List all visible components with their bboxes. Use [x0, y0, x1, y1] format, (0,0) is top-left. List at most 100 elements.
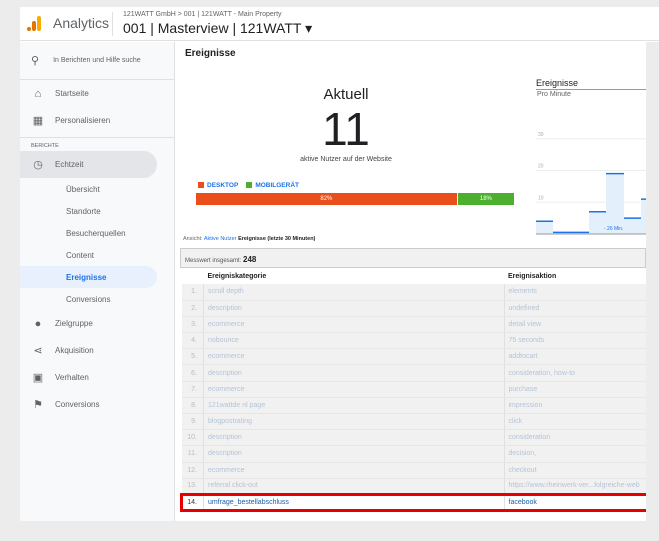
event-category[interactable]: description: [203, 364, 504, 382]
view-active-users-link[interactable]: Aktive Nutzer: [203, 236, 237, 242]
acquisition-icon: ⋖: [33, 345, 43, 357]
table-row[interactable]: 9. blogpostrating click: [181, 413, 646, 431]
table-row[interactable]: 8. 121wattde nl page impression: [181, 397, 646, 415]
column-header-category[interactable]: Ereigniskategorie: [203, 268, 504, 284]
header: Analytics 121WATT GmbH > 001 | 121WATT -…: [20, 7, 659, 41]
event-category[interactable]: ecommerce: [203, 348, 504, 366]
sidebar-item-personalisieren[interactable]: ▦ Personalisieren: [20, 107, 174, 134]
sidebar-subitem-standorte[interactable]: Standorte: [66, 206, 101, 216]
event-action[interactable]: addtocart: [503, 348, 646, 366]
sidebar-item-zielgruppe[interactable]: ● Zielgruppe: [20, 310, 174, 337]
sidebar-subitem-content[interactable]: Content: [66, 250, 95, 260]
table-row[interactable]: 14. umfrage_bestellabschluss facebook: [180, 492, 646, 513]
event-action[interactable]: checkout: [503, 462, 646, 479]
chart-title: Ereignisse: [536, 78, 646, 90]
row-index: 8.: [181, 397, 204, 415]
event-category[interactable]: description: [203, 445, 504, 463]
sidebar-item-conversions[interactable]: ⚑ Conversions: [20, 391, 174, 418]
legend-desktop[interactable]: DESKTOP: [198, 182, 238, 189]
event-action[interactable]: elements: [503, 284, 646, 301]
legend-mobile[interactable]: MOBILGERÄT: [246, 182, 299, 189]
main-content: Ereignisse Aktuell 11 aktive Nutzer auf …: [176, 42, 646, 521]
sidebar-item-startseite[interactable]: ⌂ Startseite: [20, 80, 174, 107]
table-row[interactable]: 2. description undefined: [181, 300, 646, 317]
event-action[interactable]: undefined: [503, 300, 646, 317]
sidebar-item-echtzeit[interactable]: ◷ Echtzeit: [20, 151, 157, 178]
table-row[interactable]: 11. description decision,: [181, 445, 646, 463]
y-tick-label: 20: [538, 164, 544, 170]
event-category[interactable]: blogpostrating: [203, 413, 504, 431]
table-row[interactable]: 3. ecommerce detail view: [181, 316, 646, 334]
event-category[interactable]: umfrage_bestellabschluss: [203, 492, 504, 513]
flag-icon: ⚑: [33, 399, 43, 411]
event-category[interactable]: nobounce: [203, 332, 504, 350]
table-row[interactable]: 13. referral click-out https://www.rheinwe…: [181, 478, 646, 495]
window-icon: ▣: [32, 372, 44, 384]
sidebar: ⚲ In Berichten und Hilfe suche ⌂ Startseit…: [20, 42, 175, 521]
device-share-bar: 82% 18%: [196, 193, 514, 205]
row-index: 11.: [181, 445, 204, 463]
event-category[interactable]: 121wattde nl page: [203, 397, 504, 415]
table-row[interactable]: 10. description consideration: [181, 429, 646, 447]
event-action[interactable]: impression: [503, 397, 646, 415]
event-category[interactable]: description: [203, 429, 504, 447]
view-selector[interactable]: 001 | Masterview | 121WATT ▾: [123, 20, 313, 36]
event-action[interactable]: detail view: [503, 316, 646, 334]
analytics-app: Analytics 121WATT GmbH > 001 | 121WATT -…: [20, 7, 659, 521]
event-category[interactable]: referral click-out: [203, 478, 504, 495]
total-label: Messwert insgesamt:: [185, 258, 242, 264]
event-action[interactable]: click: [503, 413, 646, 431]
dashboard-add-icon: ▦: [32, 115, 44, 127]
sidebar-item-akquisition[interactable]: ⋖ Akquisition: [20, 337, 174, 364]
section-label: BERICHTE: [20, 137, 174, 151]
legend-label: MOBILGERÄT: [255, 182, 300, 189]
row-index: 14.: [180, 492, 204, 513]
event-category[interactable]: ecommerce: [203, 381, 504, 398]
column-header-action[interactable]: Ereignisaktion: [504, 268, 646, 284]
sidebar-item-verhalten[interactable]: ▣ Verhalten: [20, 364, 174, 391]
table-row[interactable]: 12. ecommerce checkout: [181, 462, 646, 479]
table-row[interactable]: 1. scroll depth elements: [181, 284, 646, 301]
event-action[interactable]: facebook: [503, 492, 646, 513]
event-action[interactable]: purchase: [503, 381, 646, 398]
page-title: Ereignisse: [185, 48, 236, 59]
event-action[interactable]: https://www.rheinwerk-ver...folgreiche-w…: [503, 478, 646, 495]
table-row[interactable]: 5. ecommerce addtocart: [181, 348, 646, 366]
sidebar-subitem-ereignisse[interactable]: Ereignisse: [20, 266, 157, 288]
active-users-caption: aktive Nutzer auf der Website: [300, 156, 392, 163]
event-action[interactable]: decision,: [503, 445, 646, 463]
clock-icon: ◷: [33, 159, 43, 171]
breadcrumb[interactable]: 121WATT GmbH > 001 | 121WATT - Main Prop…: [123, 11, 282, 18]
events-table: Ereigniskategorie Ereignisaktion 1. scroll…: [180, 268, 646, 513]
table-row[interactable]: 7. ecommerce purchase: [181, 381, 646, 398]
sidebar-item-label: Echtzeit: [55, 160, 84, 169]
divider: [112, 12, 113, 36]
event-category[interactable]: ecommerce: [203, 462, 504, 479]
sidebar-item-label: Verhalten: [55, 373, 89, 382]
sidebar-subitem-besucherquellen[interactable]: Besucherquellen: [66, 228, 126, 238]
event-category[interactable]: ecommerce: [203, 316, 504, 334]
sidebar-subitem-conversions[interactable]: Conversions: [66, 294, 111, 304]
current-label: Aktuell: [323, 86, 369, 103]
row-index: 2.: [181, 300, 204, 317]
search-input[interactable]: ⚲ In Berichten und Hilfe suche: [20, 42, 174, 80]
table-row[interactable]: 4. nobounce 75 seconds: [181, 332, 646, 350]
sidebar-subitem-uebersicht[interactable]: Übersicht: [66, 184, 100, 194]
event-category[interactable]: description: [203, 300, 504, 317]
scroll-gutter: [646, 42, 659, 521]
legend-label: DESKTOP: [207, 182, 239, 189]
row-index: 6.: [181, 364, 204, 382]
event-category[interactable]: scroll depth: [203, 284, 504, 301]
event-action[interactable]: consideration, how-to: [503, 364, 646, 382]
event-action[interactable]: consideration: [503, 429, 646, 447]
sidebar-item-label: Akquisition: [55, 346, 94, 355]
sidebar-item-label: Startseite: [55, 89, 89, 98]
chart-subtitle: Pro Minute: [537, 91, 571, 98]
view-events-current[interactable]: Ereignisse (letzte 30 Minuten): [238, 236, 316, 242]
sidebar-item-label: Zielgruppe: [55, 319, 93, 328]
row-index: 3.: [181, 316, 204, 334]
table-row[interactable]: 6. description consideration, how-to: [181, 364, 646, 382]
bar: [606, 173, 624, 234]
event-action[interactable]: 75 seconds: [503, 332, 646, 350]
sidebar-item-label: Conversions: [55, 400, 100, 409]
